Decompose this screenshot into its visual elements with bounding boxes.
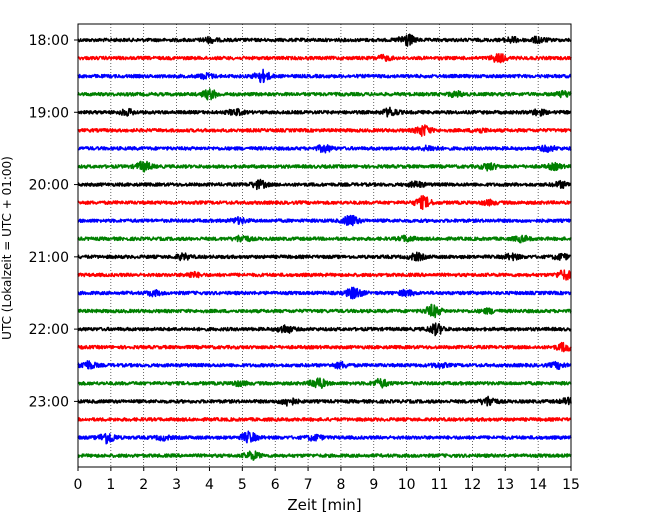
- trace-1800: [77, 33, 572, 47]
- y-axis: 18:00 19:00 20:00 21:00 22:00 23:00: [29, 33, 78, 410]
- y-tick-label: 23:00: [29, 394, 69, 410]
- x-tick-label: 12: [463, 477, 481, 493]
- x-axis: 0 1 2 3 4 5 6 7 8 9 10 11 12 13 14 15: [74, 467, 580, 493]
- trace-2300: [77, 395, 572, 407]
- x-tick-label: 2: [139, 477, 148, 493]
- trace-1830: [77, 68, 572, 84]
- trace-2130: [77, 286, 572, 300]
- y-tick-label: 18:00: [29, 33, 69, 49]
- grid-layer: [110, 24, 539, 467]
- x-tick-label: 1: [106, 477, 115, 493]
- trace-2045: [77, 234, 572, 244]
- trace-2230: [77, 360, 572, 371]
- x-tick-label: 4: [205, 477, 214, 493]
- x-tick-label: 0: [74, 477, 83, 493]
- trace-2215: [77, 341, 572, 353]
- x-tick-label: 7: [304, 477, 313, 493]
- x-tick-label: 14: [529, 477, 547, 493]
- x-tick-label: 13: [496, 477, 514, 493]
- trace-1915: [77, 124, 572, 137]
- trace-2345: [77, 450, 572, 461]
- trace-2115: [77, 269, 572, 281]
- x-axis-label: Zeit [min]: [287, 496, 361, 514]
- trace-2200: [77, 322, 572, 337]
- x-tick-label: 11: [431, 477, 449, 493]
- trace-1815: [77, 53, 572, 64]
- trace-2330: [77, 430, 572, 445]
- y-tick-label: 22:00: [29, 322, 69, 338]
- trace-1845: [77, 88, 572, 101]
- trace-2000: [77, 178, 572, 191]
- x-tick-label: 5: [238, 477, 247, 493]
- x-tick-label: 9: [369, 477, 378, 493]
- trace-2100: [77, 251, 572, 262]
- plot-frame: [77, 23, 572, 468]
- x-tick-label: 8: [336, 477, 345, 493]
- y-axis-label: UTC (Lokalzeit = UTC + 01:00): [0, 156, 14, 340]
- trace-1930: [77, 144, 572, 154]
- trace-2030: [77, 214, 572, 227]
- trace-2315: [77, 417, 572, 422]
- trace-2015: [77, 194, 572, 211]
- trace-layer: [77, 33, 572, 461]
- x-tick-label: 15: [562, 477, 580, 493]
- x-tick-label: 10: [398, 477, 416, 493]
- y-tick-label: 21:00: [29, 250, 69, 266]
- x-tick-label: 6: [271, 477, 280, 493]
- y-tick-label: 20:00: [29, 178, 69, 194]
- y-tick-label: 19:00: [29, 105, 69, 121]
- trace-2145: [77, 303, 572, 319]
- trace-1945: [77, 160, 572, 173]
- trace-2245: [77, 377, 572, 390]
- x-tick-label: 3: [172, 477, 181, 493]
- trace-1900: [77, 106, 572, 118]
